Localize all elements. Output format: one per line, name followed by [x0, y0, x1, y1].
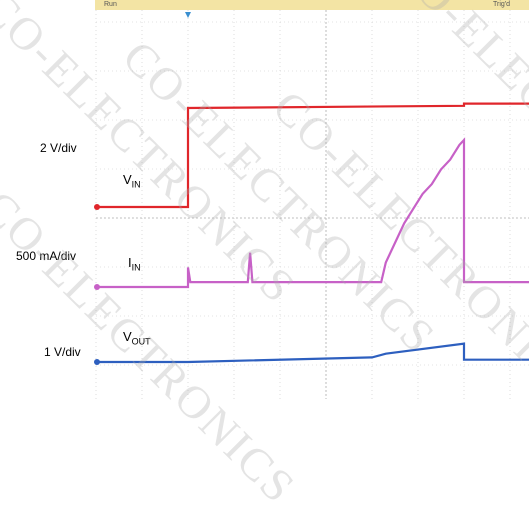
vout-trace-ground-marker [94, 359, 100, 365]
scope-status-bar [95, 0, 529, 10]
iin-scale-label: 500 mA/div [16, 249, 77, 263]
iin-trace [96, 137, 529, 289]
iin-trace-label: IIN [128, 255, 141, 273]
vout-trace-label: VOUT [123, 329, 151, 347]
vin-scale-label: 2 V/div [40, 141, 77, 155]
run-status: Run [104, 1, 117, 8]
vout-scale-label: 1 V/div [44, 345, 81, 359]
vout-trace [96, 342, 529, 364]
oscilloscope-screen [90, 0, 529, 415]
oscilloscope-plot [94, 5, 529, 415]
vin-trace-ground-marker [94, 204, 100, 210]
trigger-position-marker [185, 12, 191, 18]
iin-trace-ground-marker [94, 284, 100, 290]
trigger-status: Trig'd [493, 1, 511, 8]
vin-trace [96, 102, 529, 209]
vin-trace-label: VIN [123, 172, 141, 190]
